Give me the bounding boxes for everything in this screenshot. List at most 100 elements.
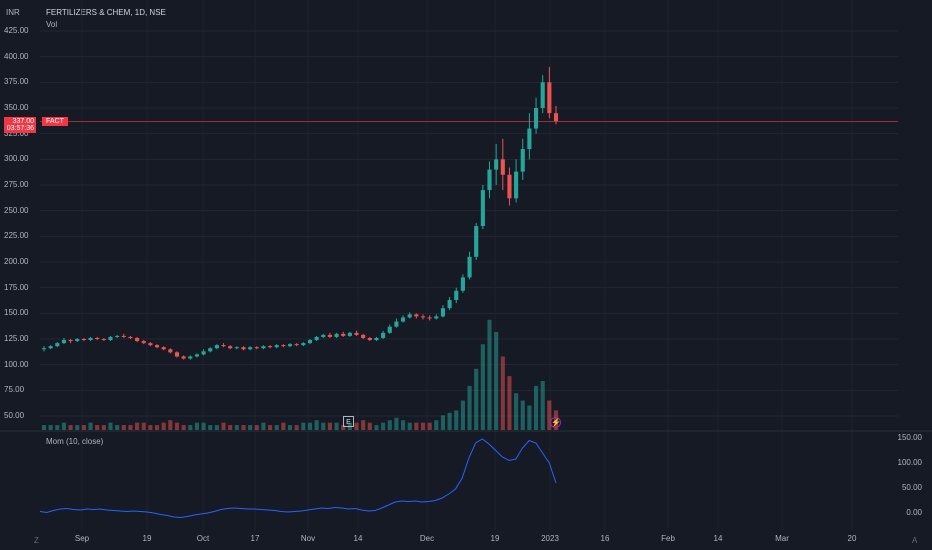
momentum-axis-label: 0.00 [906, 508, 922, 517]
price-axis-label: 225.00 [4, 231, 29, 241]
time-axis-label: Mar [775, 534, 789, 543]
volume-bar [487, 319, 492, 430]
candle [354, 332, 359, 335]
candle [307, 340, 313, 344]
price-axis-label: 425.00 [4, 26, 29, 35]
volume-bar [161, 422, 166, 430]
price-axis-label: 75.00 [4, 385, 25, 395]
time-axis-label: 20 [847, 534, 857, 543]
volume-bar [407, 422, 412, 430]
candle [361, 334, 366, 338]
volume-bar [55, 425, 60, 430]
candle [487, 169, 492, 191]
time-axis-label: 19 [142, 534, 152, 543]
momentum-indicator-label[interactable]: Mom (10, close) [46, 437, 104, 446]
volume-bar [334, 422, 339, 430]
candle [254, 347, 259, 349]
price-axis-label: 50.00 [4, 411, 25, 420]
dividend-marker-icon[interactable]: ⚡ [550, 417, 561, 428]
volume-bar [261, 422, 266, 430]
momentum-axis-label: 150.00 [897, 433, 922, 442]
candle [248, 347, 253, 350]
volume-bar [381, 422, 386, 430]
earnings-marker[interactable]: E [343, 416, 354, 427]
candle [228, 346, 233, 349]
volume-bar [268, 425, 273, 430]
volume-bar [201, 422, 206, 430]
candle [454, 290, 459, 300]
price-axis-label: 300.00 [4, 154, 29, 164]
candle [194, 354, 199, 357]
volume-bar [115, 425, 120, 430]
volume-bar [427, 422, 432, 430]
auto-scale-icon[interactable]: A [912, 536, 918, 545]
candle [261, 346, 266, 349]
volume-bar [354, 422, 359, 430]
candle [500, 159, 505, 175]
volume-bar [327, 422, 332, 430]
time-axis-label: Dec [419, 534, 435, 543]
candle [121, 335, 126, 337]
volume-bar [48, 425, 53, 430]
candle [427, 317, 432, 319]
time-axis-label: Sep [74, 534, 90, 543]
volume-bar [367, 422, 372, 430]
candle [75, 339, 80, 342]
candle [494, 159, 499, 170]
candle [95, 337, 100, 339]
candle [527, 128, 532, 150]
time-axis-label: 14 [713, 534, 723, 543]
volume-bar [281, 422, 286, 430]
last-price-tag: 337.00 03:57:36 [4, 117, 36, 133]
candle [148, 343, 153, 346]
volume-bar [547, 400, 552, 430]
candle [434, 316, 439, 319]
candle [414, 314, 419, 317]
volume-bar [68, 425, 73, 430]
time-axis-label: 17 [250, 534, 260, 543]
volume-bar [194, 422, 199, 430]
candle [287, 344, 293, 347]
candle [141, 341, 146, 344]
price-axis-label: 250.00 [4, 205, 29, 215]
volume-bar [454, 410, 459, 430]
candle [154, 345, 160, 348]
volume-bar [181, 425, 186, 430]
volume-bar [447, 412, 452, 430]
volume-bar [148, 425, 153, 430]
volume-bar [41, 425, 47, 430]
candle [234, 347, 239, 349]
volume-bar [533, 385, 539, 430]
momentum-axis-label: 50.00 [901, 483, 922, 492]
candle [208, 348, 213, 352]
volume-bar [168, 420, 173, 430]
candle [347, 332, 352, 336]
candle [174, 352, 180, 357]
volume-label[interactable]: Vol [46, 20, 58, 29]
candle [341, 333, 346, 336]
volume-bar [228, 425, 233, 430]
candle [294, 344, 299, 346]
volume-bar [420, 422, 426, 430]
volume-bar [341, 425, 346, 430]
price-axis-label: 400.00 [4, 51, 29, 61]
candle [440, 308, 446, 317]
candle [514, 171, 519, 199]
volume-bar [440, 415, 446, 430]
momentum-line [39, 438, 557, 519]
candle [474, 226, 479, 257]
candle [394, 321, 399, 327]
symbol-tag: FACT [42, 117, 68, 126]
candle [314, 336, 319, 341]
time-axis-label: Feb [661, 534, 675, 543]
volume-bar [460, 400, 465, 430]
zoom-icon[interactable]: Z [34, 536, 39, 545]
candle [533, 108, 539, 129]
volume-bar [401, 420, 406, 430]
volume-bar [494, 332, 499, 430]
volume-bar [75, 425, 80, 430]
candle [507, 174, 512, 199]
volume-bar [414, 422, 419, 430]
candle [214, 345, 219, 349]
